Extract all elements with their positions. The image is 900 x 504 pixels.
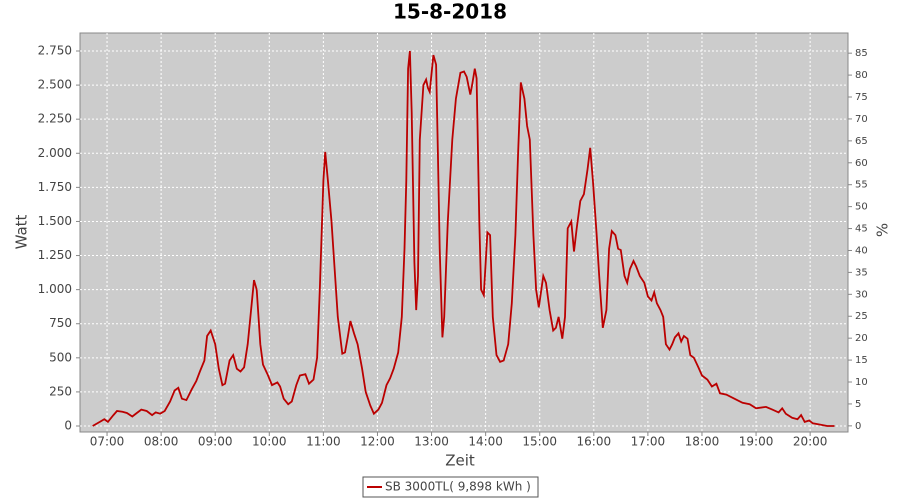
y-tick-label: 1.000 [38,282,72,296]
y2-tick-label: 5 [855,399,861,410]
y2-tick-label: 25 [855,311,868,322]
y-tick-label: 2.250 [38,112,72,126]
y2-tick-label: 35 [855,267,868,278]
y2-tick-label: 80 [855,70,868,81]
data-line [92,50,835,427]
y2-tick-label: 0 [855,421,861,432]
x-tick-label: 16:00 [577,435,612,449]
y2-tick-label: 45 [855,224,868,235]
chart-title: 15-8-2018 [393,0,507,24]
y-tick-label: 1.250 [38,248,72,262]
y-tick-label: 2.750 [38,44,72,58]
x-tick-label: 15:00 [522,435,557,449]
y2-tick-label: 55 [855,180,868,191]
y2-tick-label: 10 [855,377,868,388]
y-axis-label: Watt [13,214,31,249]
y-tick-label: 750 [49,316,72,330]
y-tick-label: 2.500 [38,78,72,92]
y-tick-label: 0 [64,419,72,433]
y2-axis-label: % [874,223,892,237]
legend-label: SB 3000TL( 9,898 kWh ) [385,480,531,494]
y2-tick-label: 50 [855,202,868,213]
x-tick-label: 07:00 [90,435,125,449]
x-tick-label: 20:00 [793,435,828,449]
y2-tick-label: 60 [855,158,868,169]
y-tick-label: 500 [49,350,72,364]
legend-box [362,476,539,498]
y-tick-label: 250 [49,384,72,398]
x-tick-label: 17:00 [631,435,666,449]
y2-tick-label: 30 [855,289,868,300]
y2-tick-label: 40 [855,245,868,256]
x-tick-label: 18:00 [685,435,720,449]
x-tick-label: 08:00 [144,435,179,449]
y-tick-label: 1.750 [38,180,72,194]
x-tick-label: 19:00 [739,435,774,449]
y2-tick-label: 75 [855,92,868,103]
y2-tick-label: 15 [855,355,868,366]
y2-tick-label: 65 [855,136,868,147]
x-tick-label: 13:00 [414,435,449,449]
y2-tick-label: 70 [855,114,868,125]
plot-area [79,32,849,433]
y-tick-label: 2.000 [38,146,72,160]
x-tick-label: 10:00 [252,435,287,449]
y2-tick-label: 85 [855,48,868,59]
y2-tick-label: 20 [855,333,868,344]
y-tick-label: 1.500 [38,214,72,228]
x-axis-label: Zeit [445,452,475,470]
x-tick-label: 11:00 [306,435,341,449]
x-tick-label: 12:00 [360,435,395,449]
x-tick-label: 14:00 [468,435,503,449]
x-tick-label: 09:00 [198,435,233,449]
